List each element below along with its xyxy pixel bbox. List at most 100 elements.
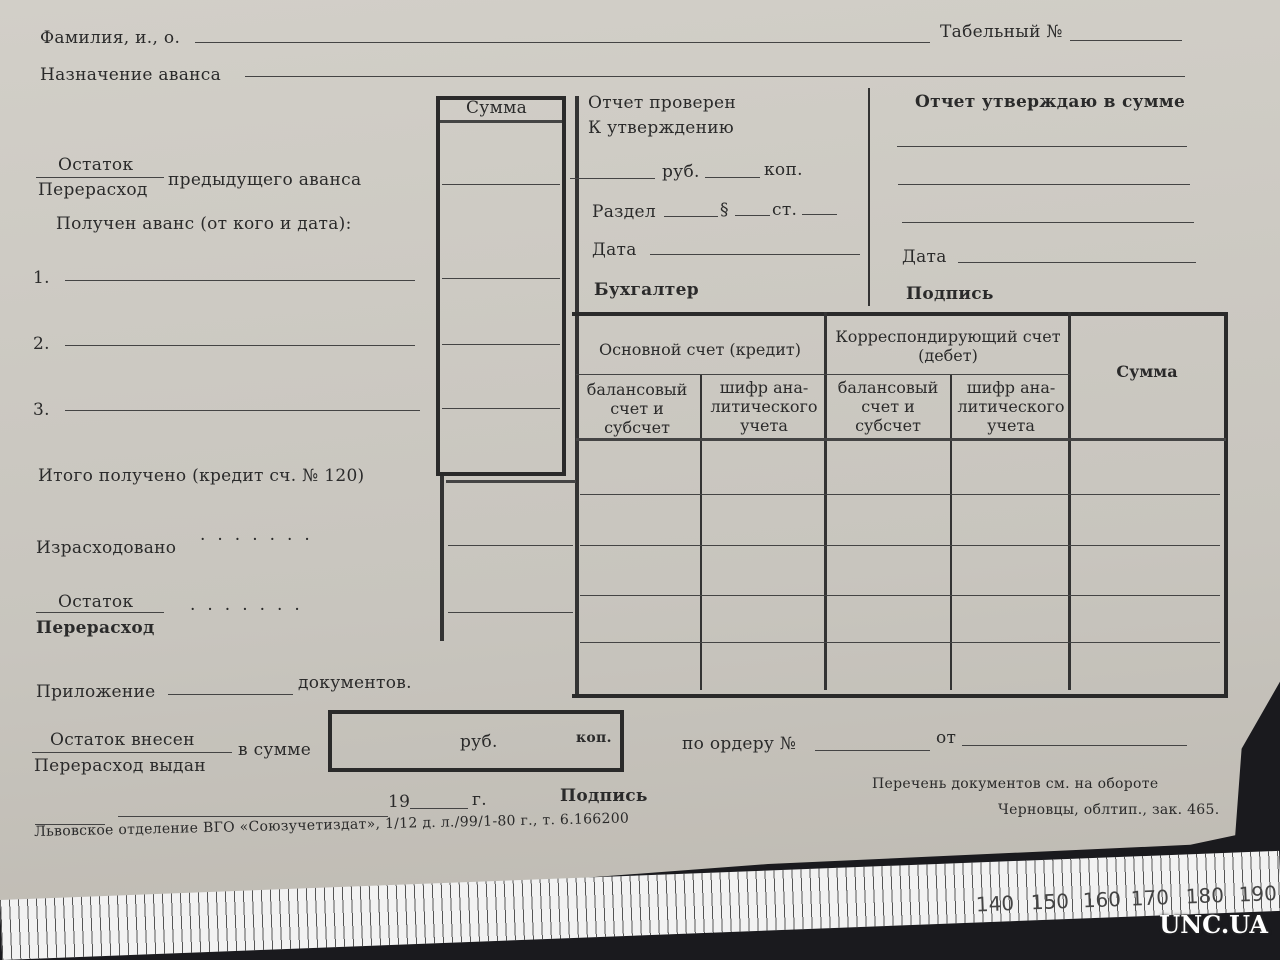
- kop-label: коп.: [764, 160, 803, 180]
- korr-header: Корреспондирующий счет (дебет): [835, 327, 1061, 365]
- buhgalter-label: Бухгалтер: [594, 280, 699, 300]
- summa-row-line: [442, 184, 560, 185]
- amount-box: [328, 710, 624, 772]
- fraction-line: [36, 612, 164, 613]
- v-summe-label: в сумме: [238, 740, 312, 760]
- ruler-number: 160: [1082, 886, 1122, 913]
- kop-line: [705, 177, 760, 178]
- table-row-line: [580, 545, 1220, 546]
- imprint: Львовское отделение ВГО «Союзучетиздат»,…: [34, 810, 630, 840]
- balans-header: балансовый счет и субсчет: [586, 380, 688, 437]
- table-row-line: [580, 642, 1220, 643]
- approve-podpis-label: Подпись: [906, 284, 994, 304]
- summa-header: Сумма: [466, 98, 528, 118]
- summa-row-line: [442, 278, 560, 279]
- razdel-line: [664, 216, 718, 217]
- watermark-logo: UNC.UA: [1159, 910, 1268, 939]
- item-3: 3.: [33, 400, 50, 420]
- table-header-line: [576, 374, 1070, 375]
- year-line: [410, 808, 468, 809]
- paragraph-sign: §: [720, 200, 729, 220]
- item-1-line: [65, 280, 415, 281]
- item-1: 1.: [33, 268, 50, 288]
- check-date-label: Дата: [592, 240, 637, 260]
- order-line: [815, 750, 930, 751]
- ostatok-label: Остаток: [58, 155, 134, 175]
- summa-header-line: [440, 120, 562, 123]
- summa-row-line: [448, 545, 573, 546]
- razdel-label: Раздел: [592, 202, 656, 222]
- approve-date-label: Дата: [902, 247, 947, 267]
- block-divider: [868, 88, 870, 306]
- shifr-header: шифр ана-литического учета: [710, 378, 818, 435]
- table-col-divider: [1068, 312, 1071, 690]
- summa-row-line: [448, 612, 573, 613]
- ostatok2-label: Остаток: [58, 592, 134, 612]
- table-row-line: [580, 494, 1220, 495]
- po-orderu-label: по ордеру №: [682, 734, 797, 754]
- amount-kop-label: коп.: [576, 730, 612, 746]
- prilozhenie-line: [168, 694, 293, 695]
- summa-col-header: Сумма: [1116, 362, 1178, 381]
- st-line: [802, 214, 837, 215]
- accounts-table: [572, 312, 1228, 698]
- summa-row-line: [442, 408, 560, 409]
- amount-rub-label: руб.: [460, 732, 498, 752]
- approve-date-line: [958, 262, 1196, 263]
- prilozhenie-label: Приложение: [36, 682, 156, 702]
- summa-row-line: [446, 480, 576, 483]
- tabel-label: Табельный №: [940, 22, 1063, 42]
- itogo-label: Итого получено (кредит сч. № 120): [38, 466, 365, 486]
- item-3-line: [65, 410, 420, 411]
- ot-line: [962, 745, 1187, 746]
- prev-avans-label: предыдущего аванса: [168, 170, 362, 190]
- date-month-line: [118, 816, 388, 817]
- ostatok-vnesen-label: Остаток внесен: [50, 730, 195, 750]
- table-row-line: [580, 595, 1220, 596]
- poluchen-label: Получен аванс (от кого и дата):: [56, 214, 352, 234]
- rub-label: руб.: [662, 162, 700, 182]
- item-2-line: [65, 345, 415, 346]
- year-label: 19: [388, 792, 411, 812]
- naznachenie-label: Назначение аванса: [40, 65, 222, 85]
- date-day-line: [35, 824, 105, 825]
- summa-box: [436, 96, 566, 476]
- approve-line: [897, 146, 1187, 147]
- fraction-line: [36, 177, 164, 178]
- k-utv-label: К утверждению: [588, 118, 735, 138]
- rub-line: [570, 178, 655, 179]
- ruler-number: 180: [1185, 883, 1225, 909]
- ruler-number: 140: [975, 891, 1015, 917]
- table-header-line: [576, 438, 1226, 441]
- summa-right-border: [575, 96, 579, 696]
- dokumentov-label: документов.: [298, 673, 412, 693]
- izrashodovano-label: Израсходовано: [36, 538, 177, 558]
- pererashod-vydan-label: Перерасход выдан: [34, 756, 206, 776]
- summa-lower-border: [440, 476, 444, 641]
- check-date-line: [650, 254, 860, 255]
- approve-line: [902, 222, 1194, 223]
- approve-title: Отчет утверждаю в сумме: [915, 92, 1186, 112]
- table-col-divider: [824, 312, 827, 690]
- ruler-number: 150: [1030, 888, 1070, 915]
- fio-label: Фамилия, и., о.: [40, 28, 181, 48]
- chernovcy-note: Черновцы, облтип., зак. 465.: [998, 802, 1220, 818]
- paragraph-line: [735, 215, 770, 216]
- dot-leader: ·······: [200, 530, 322, 550]
- proveren-label: Отчет проверен: [588, 93, 737, 113]
- dot-leader: ·······: [190, 600, 312, 620]
- table-col-divider: [950, 374, 952, 690]
- fraction-line: [32, 752, 232, 753]
- tabel-line: [1070, 40, 1182, 41]
- balans2-header: балансовый счет и субсчет: [837, 378, 939, 435]
- ot-label: от: [936, 728, 957, 748]
- fio-line: [195, 42, 930, 43]
- approve-line: [898, 184, 1190, 185]
- table-col-divider: [700, 374, 702, 690]
- perechen-note: Перечень документов см. на обороте: [872, 776, 1159, 792]
- g-label: г.: [472, 790, 487, 810]
- pererashod2-label: Перерасход: [36, 618, 155, 638]
- naznachenie-line: [245, 76, 1185, 77]
- summa-row-line: [442, 344, 560, 345]
